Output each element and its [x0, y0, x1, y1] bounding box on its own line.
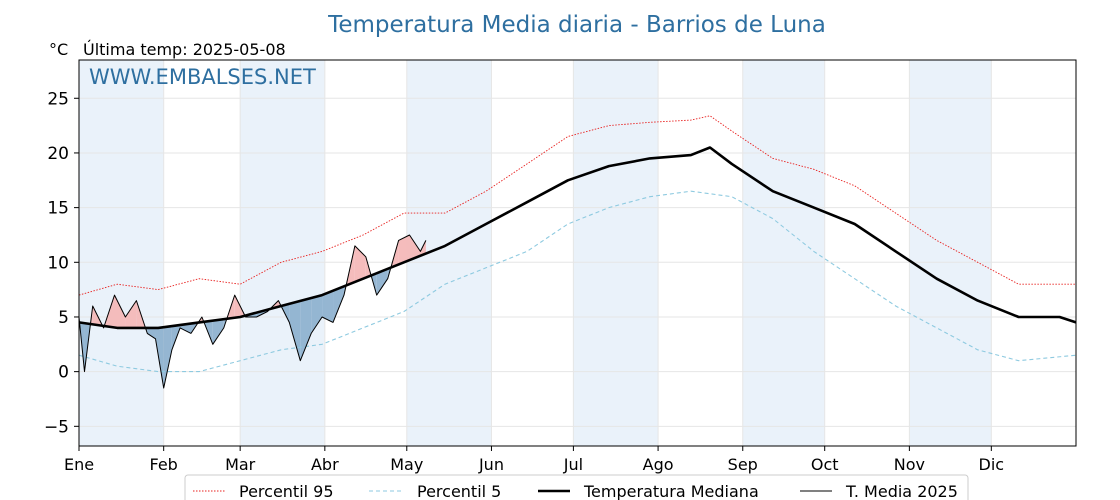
month-shade-nov: [909, 60, 992, 446]
anomaly-fill: [212, 319, 224, 345]
x-tick-label: Dic: [979, 455, 1005, 474]
y-axis-ticks: −5 0 5 10 15 20 25: [44, 89, 79, 437]
x-tick-label: Abr: [311, 455, 339, 474]
month-shade-ene: [79, 60, 164, 446]
anomaly-fill: [398, 234, 410, 265]
y-tick-label: 20: [47, 144, 69, 164]
anomaly-fill: [289, 300, 301, 361]
unit-label: °C: [49, 40, 68, 59]
x-axis-ticks: Ene Feb Mar Abr May Jun Jul Ago Sep Oct Nov Dic: [64, 446, 1004, 474]
y-tick-label: 5: [58, 308, 69, 328]
legend-label-current: T. Media 2025: [845, 482, 958, 500]
y-tick-label: 10: [47, 253, 69, 273]
legend-label-p5: Percentil 5: [417, 482, 501, 500]
x-tick-label: Jun: [478, 455, 504, 474]
last-temp-label: Última temp: 2025-05-08: [83, 40, 286, 59]
anomaly-fill: [300, 298, 312, 361]
x-tick-label: May: [390, 455, 423, 474]
anomaly-fill: [311, 295, 323, 334]
x-tick-label: Ene: [64, 455, 94, 474]
anomaly-fill: [180, 323, 191, 334]
month-shading: [79, 60, 992, 446]
y-tick-label: −5: [44, 417, 69, 437]
anomaly-fill: [420, 240, 426, 256]
x-tick-label: Nov: [894, 455, 925, 474]
plot-frame: [78, 59, 1077, 447]
anomaly-fill: [163, 326, 172, 389]
anomaly-fill: [147, 327, 156, 339]
anomaly-fill: [376, 268, 388, 296]
anomaly-fill: [114, 295, 126, 328]
series-line-p5: [78, 190, 1077, 373]
legend-box: [184, 474, 969, 500]
series-line-median: [78, 146, 1077, 330]
month-shade-sep: [742, 60, 825, 446]
y-tick-label: 25: [47, 89, 69, 109]
month-shade-jul: [573, 60, 659, 446]
y-tick-label: 0: [58, 363, 69, 383]
x-tick-label: Ago: [643, 455, 674, 474]
anomaly-fill: [354, 245, 366, 282]
series-line-current: [78, 234, 427, 389]
legend-label-p95: Percentil 95: [239, 482, 334, 500]
anomaly-fill: [125, 300, 137, 328]
x-tick-label: Oct: [811, 455, 839, 474]
watermark: WWW.EMBALSES.NET: [89, 65, 316, 89]
series-lines: [78, 115, 1077, 389]
anomaly-fill: [333, 286, 344, 323]
anomaly-fill: [409, 234, 421, 261]
legend: Percentil 95 Percentil 5 Temperatura Med…: [184, 474, 969, 500]
legend-label-median: Temperatura Mediana: [583, 482, 759, 500]
month-shade-mar: [240, 60, 325, 446]
x-tick-label: Feb: [150, 455, 178, 474]
x-tick-label: Jul: [563, 455, 583, 474]
x-tick-label: Sep: [728, 455, 758, 474]
x-tick-label: Mar: [225, 455, 256, 474]
y-tick-label: 15: [47, 199, 69, 219]
anomaly-fill: [322, 290, 334, 323]
chart-title: Temperatura Media diaria - Barrios de Lu…: [327, 12, 826, 38]
